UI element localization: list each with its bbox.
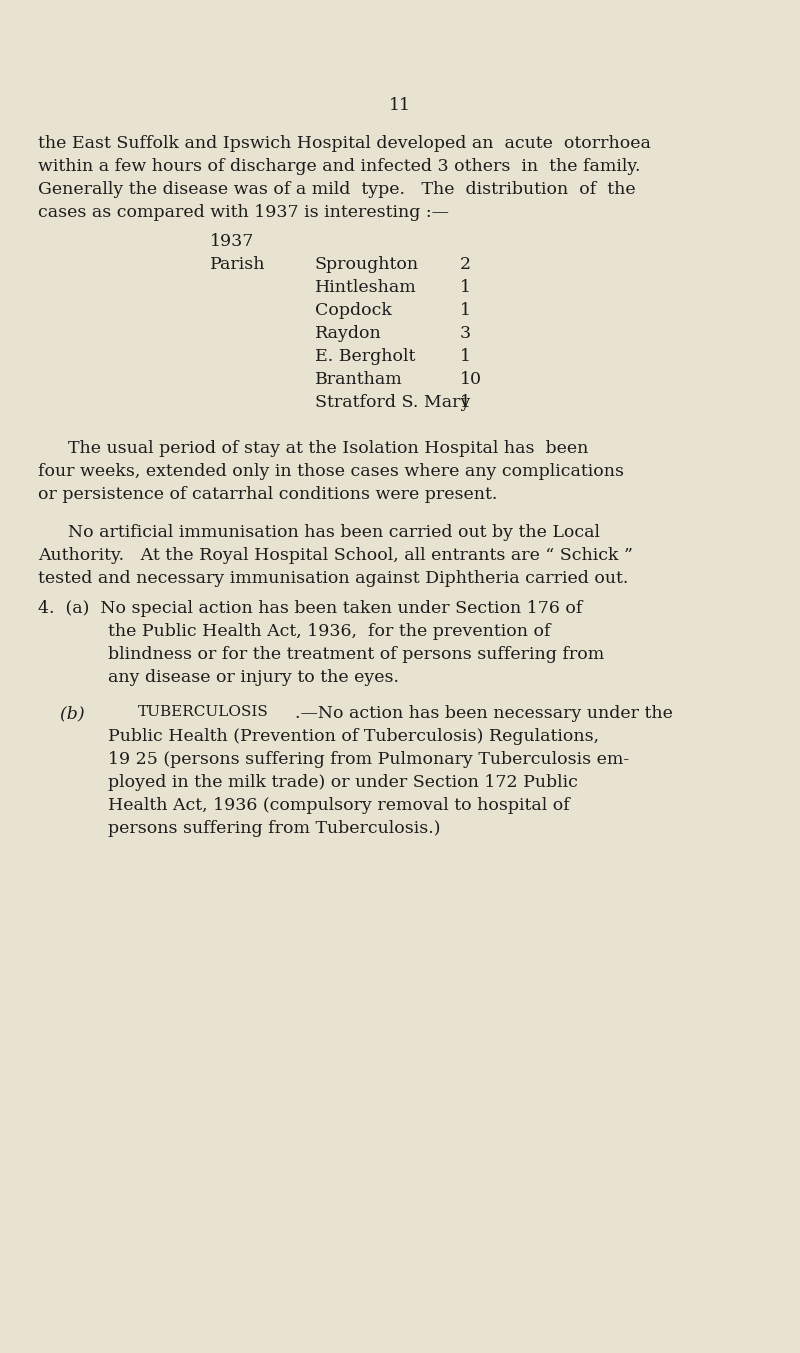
Text: 3: 3	[460, 325, 471, 342]
Text: cases as compared with 1937 is interesting :—: cases as compared with 1937 is interesti…	[38, 204, 449, 221]
Text: .—No action has been necessary under the: .—No action has been necessary under the	[295, 705, 673, 723]
Text: 1937: 1937	[210, 233, 254, 250]
Text: 1: 1	[460, 348, 471, 365]
Text: 11: 11	[389, 97, 411, 114]
Text: tested and necessary immunisation against Diphtheria carried out.: tested and necessary immunisation agains…	[38, 570, 628, 587]
Text: Brantham: Brantham	[315, 371, 402, 388]
Text: any disease or injury to the eyes.: any disease or injury to the eyes.	[108, 668, 399, 686]
Text: (b): (b)	[38, 705, 96, 723]
Text: 19 25 (persons suffering from Pulmonary Tuberculosis em-: 19 25 (persons suffering from Pulmonary …	[108, 751, 630, 769]
Text: persons suffering from Tuberculosis.): persons suffering from Tuberculosis.)	[108, 820, 441, 838]
Text: or persistence of catarrhal conditions were present.: or persistence of catarrhal conditions w…	[38, 486, 498, 503]
Text: 1: 1	[460, 302, 471, 319]
Text: Public Health (Prevention of Tuberculosis) Regulations,: Public Health (Prevention of Tuberculosi…	[108, 728, 599, 746]
Text: Generally the disease was of a mild  type.   The  distribution  of  the: Generally the disease was of a mild type…	[38, 181, 636, 198]
Text: 2: 2	[460, 256, 471, 273]
Text: Hintlesham: Hintlesham	[315, 279, 417, 296]
Text: Raydon: Raydon	[315, 325, 382, 342]
Text: the East Suffolk and Ipswich Hospital developed an  acute  otorrhoea: the East Suffolk and Ipswich Hospital de…	[38, 135, 651, 152]
Text: within a few hours of discharge and infected 3 others  in  the family.: within a few hours of discharge and infe…	[38, 158, 641, 175]
Text: E. Bergholt: E. Bergholt	[315, 348, 415, 365]
Text: No artificial immunisation has been carried out by the Local: No artificial immunisation has been carr…	[68, 524, 600, 541]
Text: Copdock: Copdock	[315, 302, 392, 319]
Text: ployed in the milk trade) or under Section 172 Public: ployed in the milk trade) or under Secti…	[108, 774, 578, 792]
Text: Parish: Parish	[210, 256, 266, 273]
Text: 4.  (a)  No special action has been taken under Section 176 of: 4. (a) No special action has been taken …	[38, 599, 582, 617]
Text: 1: 1	[460, 279, 471, 296]
Text: 1: 1	[460, 394, 471, 411]
Text: four weeks, extended only in those cases where any complications: four weeks, extended only in those cases…	[38, 463, 624, 480]
Text: TUBERCULOSIS: TUBERCULOSIS	[138, 705, 269, 718]
Text: 10: 10	[460, 371, 482, 388]
Text: Sproughton: Sproughton	[315, 256, 419, 273]
Text: the Public Health Act, 1936,  for the prevention of: the Public Health Act, 1936, for the pre…	[108, 622, 550, 640]
Text: blindness or for the treatment of persons suffering from: blindness or for the treatment of person…	[108, 645, 604, 663]
Text: Authority.   At the Royal Hospital School, all entrants are “ Schick ”: Authority. At the Royal Hospital School,…	[38, 547, 633, 564]
Text: Stratford S. Mary: Stratford S. Mary	[315, 394, 470, 411]
Text: The usual period of stay at the Isolation Hospital has  been: The usual period of stay at the Isolatio…	[68, 440, 588, 457]
Text: Health Act, 1936 (compulsory removal to hospital of: Health Act, 1936 (compulsory removal to …	[108, 797, 570, 815]
